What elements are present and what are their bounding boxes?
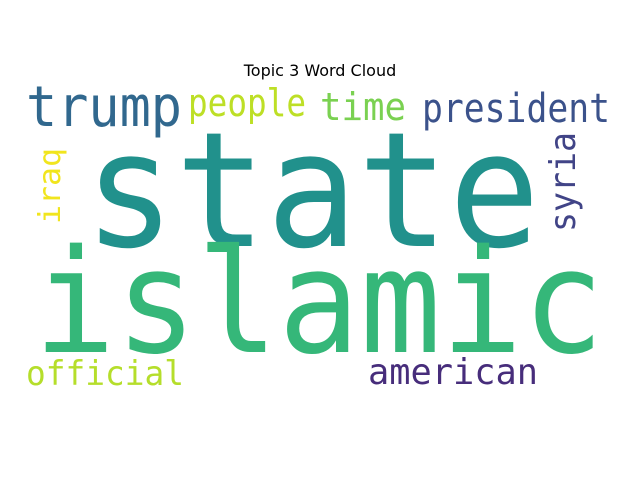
- word-islamic: islamic: [34, 218, 604, 386]
- word-state: state: [84, 97, 540, 284]
- word-trump: trump: [26, 75, 182, 140]
- word-time: time: [320, 85, 406, 129]
- word-president: president: [422, 86, 610, 132]
- word-people: people: [188, 81, 306, 125]
- word-syria: syria: [543, 132, 584, 232]
- word-official: official: [26, 354, 184, 394]
- word-iraq: iraq: [33, 148, 68, 224]
- word-american: american: [368, 352, 538, 393]
- chart-title: Topic 3 Word Cloud: [243, 61, 397, 80]
